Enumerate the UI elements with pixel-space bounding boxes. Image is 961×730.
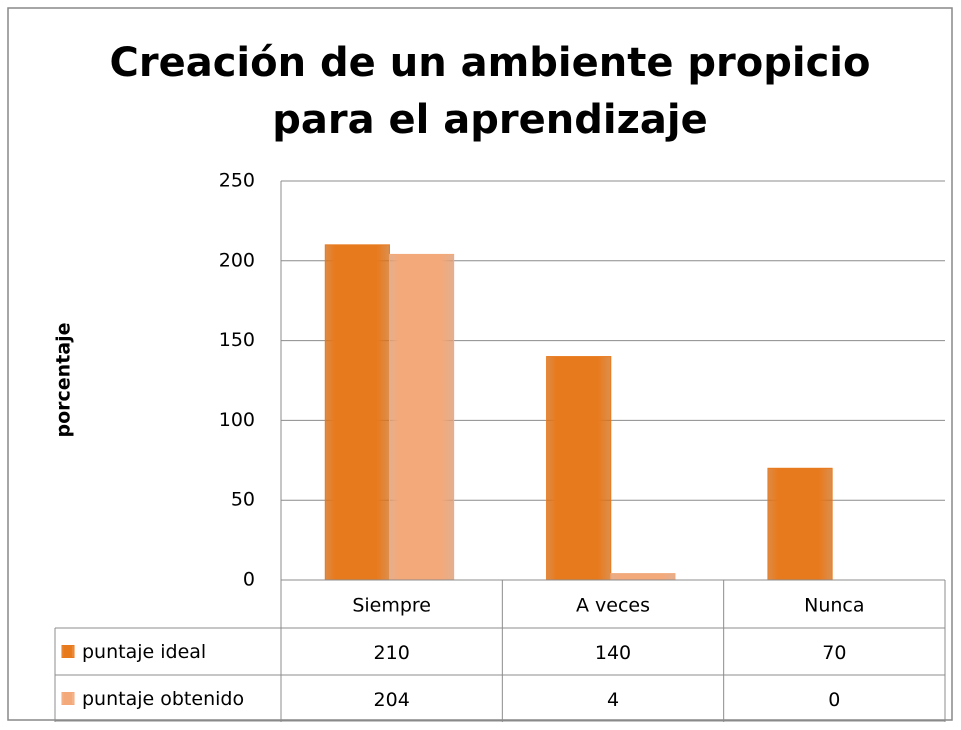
table-value: 140: [595, 642, 631, 664]
legend-key: [61, 645, 75, 658]
chart-border: [7, 7, 953, 721]
legend-key: [61, 692, 75, 705]
bar: [767, 467, 833, 581]
y-tick-label: 200: [219, 249, 255, 271]
bar: [546, 356, 612, 581]
table-value: 210: [374, 642, 410, 664]
y-tick-label: 50: [231, 489, 255, 511]
y-tick-label: 100: [219, 409, 255, 431]
y-tick-label: 250: [219, 170, 255, 192]
chart-title: Creación de un ambiente propicio: [110, 40, 871, 86]
x-tick-label: Nunca: [804, 595, 864, 617]
y-tick-label: 0: [243, 569, 255, 591]
bar: [610, 573, 676, 581]
legend-label: puntaje ideal: [82, 641, 206, 663]
x-tick-label: A veces: [576, 595, 650, 617]
table-value: 204: [374, 689, 410, 711]
bar: [324, 244, 390, 581]
table-value: 0: [828, 689, 840, 711]
y-axis-label: porcentaje: [53, 322, 75, 437]
table-value: 70: [822, 642, 846, 664]
table-value: 4: [607, 689, 619, 711]
legend-label: puntaje obtenido: [82, 688, 244, 710]
bar: [388, 253, 455, 581]
chart-title: para el aprendizaje: [272, 97, 707, 143]
y-tick-label: 150: [219, 329, 255, 351]
x-tick-label: Siempre: [352, 595, 431, 617]
